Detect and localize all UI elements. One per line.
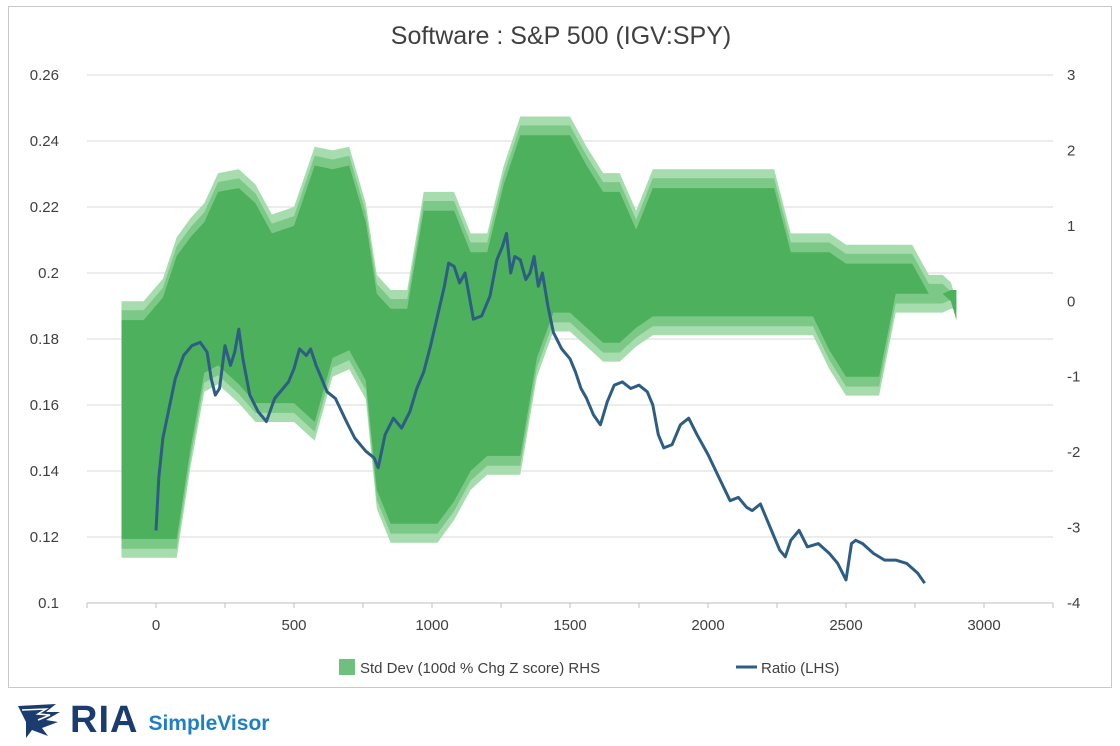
chart-frame: 0.26 0.24 0.22 0.2 0.18 0.16 0.14 0.12 0.1 3 2 1 0 -1… — [8, 6, 1112, 688]
eagle-logo-icon — [18, 704, 60, 738]
legend-band-label: Std Dev (100d % Chg Z score) RHS — [360, 660, 600, 677]
brand-simplevisor: SimpleVisor — [148, 712, 270, 735]
y-right-tick-label: 0 — [1067, 293, 1075, 310]
x-tick-label: 3000 — [967, 617, 1000, 634]
x-tick-label: 2000 — [691, 617, 724, 634]
x-tick-label: 1500 — [553, 617, 586, 634]
y-left-tick-label: 0.14 — [30, 463, 59, 480]
y-right-tick-label: -1 — [1067, 369, 1080, 386]
chart-title: Software : S&P 500 (IGV:SPY) — [391, 22, 731, 50]
y-right-tick-label: 2 — [1067, 142, 1075, 159]
y-left-tick-label: 0.2 — [38, 265, 59, 282]
x-tick-label: 1000 — [415, 617, 448, 634]
y-right-tick-label: -3 — [1067, 520, 1080, 537]
y-right-tick-label: -4 — [1067, 595, 1080, 612]
std-dev-band-inner — [121, 135, 957, 539]
std-dev-band — [121, 116, 957, 558]
y-left-tick-label: 0.16 — [30, 397, 59, 414]
ratio-line-layer — [154, 231, 926, 585]
chart-svg: 0.26 0.24 0.22 0.2 0.18 0.16 0.14 0.12 0.1 3 2 1 0 -1… — [30, 22, 1081, 677]
legend: Std Dev (100d % Chg Z score) RHS Ratio (… — [339, 659, 839, 677]
brand-ria: RIA — [70, 698, 139, 741]
y-left-tick-label: 0.26 — [30, 67, 59, 84]
legend-band-swatch — [339, 659, 355, 675]
y-right-tick-label: 3 — [1067, 67, 1075, 84]
y-left-tick-label: 0.12 — [30, 529, 59, 546]
y-left-tick-label: 0.24 — [30, 133, 59, 150]
y-left-tick-label: 0.18 — [30, 331, 59, 348]
brand-footer: RIA SimpleVisor — [16, 698, 269, 742]
x-tick-label: 500 — [281, 617, 306, 634]
y-right-tick-label: -2 — [1067, 444, 1080, 461]
y-right-tick-label: 1 — [1067, 218, 1075, 235]
x-tick-label: 0 — [152, 617, 160, 634]
y-left-tick-label: 0.1 — [38, 595, 59, 612]
ratio-line — [154, 231, 926, 585]
x-tick-label: 2500 — [829, 617, 862, 634]
axes: 0.26 0.24 0.22 0.2 0.18 0.16 0.14 0.12 0.1 3 2 1 0 -1… — [30, 67, 1081, 634]
legend-line-label: Ratio (LHS) — [761, 660, 839, 677]
y-left-tick-label: 0.22 — [30, 199, 59, 216]
